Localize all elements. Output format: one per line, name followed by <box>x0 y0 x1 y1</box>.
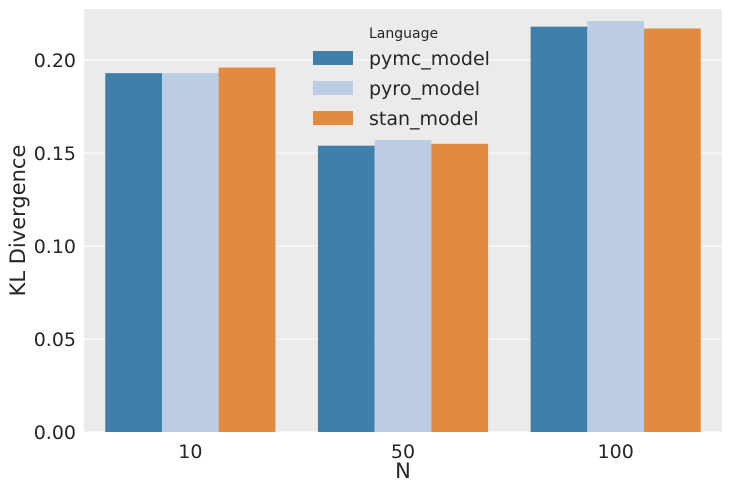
legend-label-pymc_model: pymc_model <box>369 48 490 70</box>
bar-pymc_model-10 <box>105 73 162 433</box>
legend-title: Language <box>369 26 438 42</box>
x-axis-ticks: 10 50 100 <box>178 441 634 463</box>
legend-swatch-pymc_model <box>313 51 353 65</box>
y-axis-ticks: 0.00 0.05 0.10 0.15 0.20 <box>34 50 76 444</box>
y-tick-label: 0.10 <box>34 236 76 258</box>
bar-stan_model-100 <box>644 28 701 433</box>
bar-pyro_model-100 <box>587 21 645 432</box>
y-axis-label: KL Divergence <box>6 145 30 297</box>
bars <box>105 21 701 433</box>
x-tick-label: 10 <box>178 441 202 463</box>
bar-stan_model-50 <box>431 143 489 433</box>
bar-pyro_model-10 <box>161 73 219 433</box>
bar-pyro_model-50 <box>374 140 432 433</box>
bar-stan_model-10 <box>218 67 276 433</box>
y-tick-label: 0.05 <box>34 329 76 351</box>
y-tick-label: 0.00 <box>34 422 76 444</box>
x-tick-label: 100 <box>598 441 634 463</box>
legend-swatch-stan_model <box>313 111 353 125</box>
bar-pymc_model-100 <box>530 26 588 433</box>
legend-swatch-pyro_model <box>313 81 353 95</box>
x-axis-label: N <box>395 459 411 483</box>
y-tick-label: 0.15 <box>34 143 76 165</box>
bar-pymc_model-50 <box>317 145 375 432</box>
x-tick-label: 50 <box>391 441 415 463</box>
y-tick-label: 0.20 <box>34 50 76 72</box>
legend-label-pyro_model: pyro_model <box>369 78 480 100</box>
legend-label-stan_model: stan_model <box>369 108 479 130</box>
legend: Language pymc_model pyro_model stan_model <box>313 26 490 130</box>
